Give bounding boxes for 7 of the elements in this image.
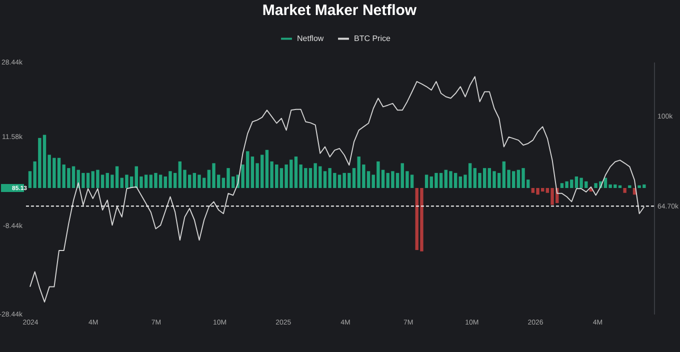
- chart-title: Market Maker Netflow: [262, 2, 417, 19]
- bar: [424, 174, 428, 188]
- bar: [623, 188, 626, 193]
- bar: [628, 185, 632, 188]
- legend-label: Netflow: [297, 34, 324, 43]
- line-series: [30, 76, 645, 302]
- legend-label: BTC Price: [354, 34, 391, 43]
